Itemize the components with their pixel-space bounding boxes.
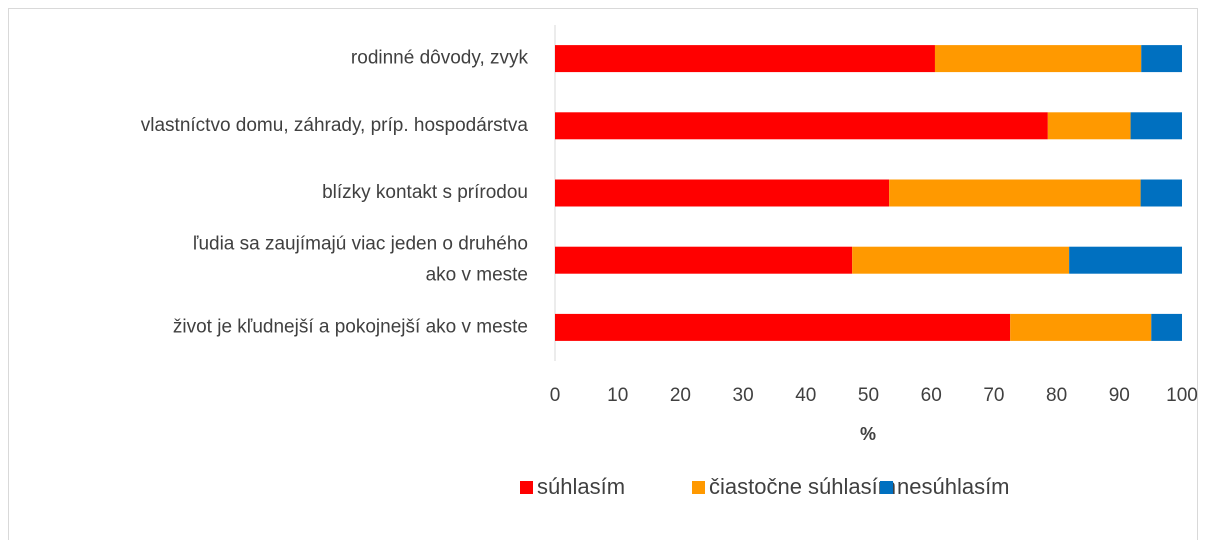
x-tick-label: 10 bbox=[607, 385, 628, 406]
bar-segment bbox=[1069, 246, 1182, 274]
chart-border bbox=[8, 8, 1198, 540]
y-tick-label: rodinné dôvody, zvyk bbox=[351, 48, 529, 69]
x-tick-label: 0 bbox=[550, 385, 561, 406]
x-tick-label: 70 bbox=[983, 385, 1004, 406]
x-tick-label: 90 bbox=[1109, 385, 1130, 406]
legend-swatch bbox=[520, 481, 533, 494]
y-tick-label: vlastníctvo domu, záhrady, príp. hospodá… bbox=[141, 115, 529, 136]
bar-segment bbox=[1047, 112, 1131, 140]
legend-label: čiastočne súhlasím bbox=[709, 474, 896, 499]
bar-segment bbox=[1141, 45, 1182, 73]
bar-segment bbox=[555, 313, 1011, 341]
legend-swatch bbox=[880, 481, 893, 494]
bar-segment bbox=[555, 45, 935, 73]
x-tick-label: 100 bbox=[1166, 385, 1198, 406]
bar-segment bbox=[555, 246, 853, 274]
x-tick-label: 30 bbox=[733, 385, 754, 406]
bar-segment bbox=[555, 179, 890, 207]
x-tick-label: 80 bbox=[1046, 385, 1067, 406]
bar-segment bbox=[1130, 112, 1182, 140]
legend-label: súhlasím bbox=[537, 474, 625, 499]
y-tick-label: blízky kontakt s prírodou bbox=[322, 182, 528, 203]
x-tick-label: 20 bbox=[670, 385, 691, 406]
bar-segment bbox=[1010, 313, 1152, 341]
legend-swatch bbox=[692, 481, 705, 494]
y-tick-label: ľudia sa zaujímajú viac jeden o druhého a… bbox=[193, 234, 528, 286]
legend-label: nesúhlasím bbox=[897, 474, 1010, 499]
x-axis-label: % bbox=[860, 424, 876, 444]
bar-segment bbox=[934, 45, 1142, 73]
bar-segment bbox=[852, 246, 1070, 274]
y-tick-label: život je kľudnejší a pokojnejší ako v me… bbox=[173, 316, 528, 337]
x-tick-label: 60 bbox=[921, 385, 942, 406]
bar-segment bbox=[1140, 179, 1182, 207]
x-tick-label: 40 bbox=[795, 385, 816, 406]
bar-segment bbox=[889, 179, 1141, 207]
bar-segment bbox=[555, 112, 1048, 140]
x-tick-label: 50 bbox=[858, 385, 879, 406]
bar-segment bbox=[1151, 313, 1182, 341]
